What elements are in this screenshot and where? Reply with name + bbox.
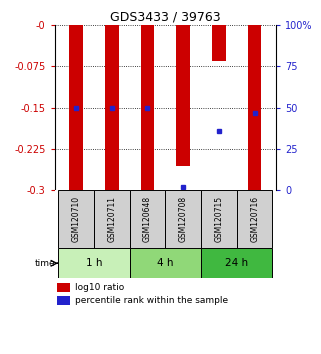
Bar — [165, 190, 201, 249]
Bar — [212, 25, 226, 61]
Bar — [58, 249, 130, 278]
Bar — [237, 190, 273, 249]
Text: GSM120711: GSM120711 — [107, 196, 116, 242]
Bar — [130, 249, 201, 278]
Bar — [130, 190, 165, 249]
Bar — [201, 190, 237, 249]
Bar — [69, 25, 83, 190]
Text: GSM120710: GSM120710 — [72, 196, 81, 242]
Bar — [94, 190, 130, 249]
Bar — [57, 282, 70, 292]
Text: GSM120715: GSM120715 — [214, 196, 223, 242]
Bar — [177, 25, 190, 166]
Text: 4 h: 4 h — [157, 258, 174, 268]
Text: GSM120716: GSM120716 — [250, 196, 259, 242]
Text: 24 h: 24 h — [225, 258, 248, 268]
Bar — [105, 25, 118, 190]
Text: time: time — [34, 259, 55, 268]
Text: GSM120708: GSM120708 — [179, 196, 188, 242]
Text: 1 h: 1 h — [86, 258, 102, 268]
Title: GDS3433 / 39763: GDS3433 / 39763 — [110, 11, 221, 24]
Text: percentile rank within the sample: percentile rank within the sample — [74, 296, 228, 305]
Bar — [57, 296, 70, 305]
Text: log10 ratio: log10 ratio — [74, 282, 124, 292]
Bar — [141, 25, 154, 190]
Bar — [201, 249, 273, 278]
Bar — [248, 25, 261, 190]
Bar — [58, 190, 94, 249]
Text: GSM120648: GSM120648 — [143, 196, 152, 242]
